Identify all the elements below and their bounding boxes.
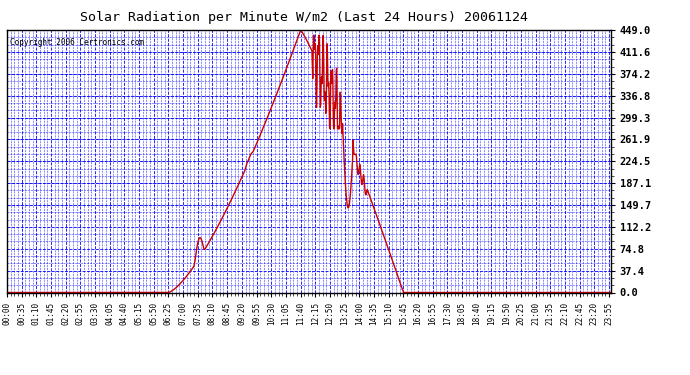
Text: Solar Radiation per Minute W/m2 (Last 24 Hours) 20061124: Solar Radiation per Minute W/m2 (Last 24… [79, 11, 528, 24]
Text: Copyright 2006 Certronics.com: Copyright 2006 Certronics.com [10, 38, 144, 47]
